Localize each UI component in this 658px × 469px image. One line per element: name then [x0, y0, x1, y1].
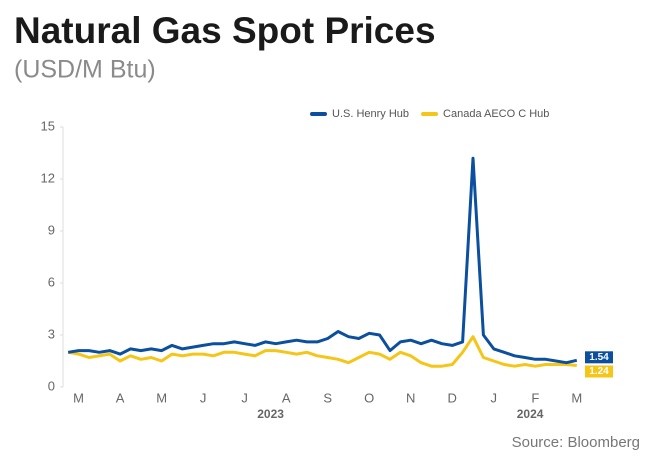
x-tick-label: O: [364, 390, 374, 405]
chart-title: Natural Gas Spot Prices: [14, 10, 436, 51]
x-tick-label: M: [73, 390, 84, 405]
end-value-label: 1.24: [589, 366, 609, 377]
source-note: Source: Bloomberg: [512, 434, 640, 451]
x-tick-label: J: [491, 390, 498, 405]
x-tick-label: A: [116, 390, 125, 405]
x-tick-label: S: [323, 390, 332, 405]
chart-subtitle: (USD/M Btu): [14, 56, 156, 84]
end-label-box: [585, 351, 613, 364]
y-tick-label: 6: [48, 274, 55, 289]
end-label-box: [585, 365, 613, 378]
x-group-label: 2023: [257, 407, 284, 421]
x-tick-label: M: [156, 390, 167, 405]
x-tick-label: F: [531, 390, 539, 405]
legend-label: Canada AECO C Hub: [443, 108, 549, 120]
x-tick-label: A: [282, 390, 291, 405]
x-group-label: 2024: [517, 407, 544, 421]
y-tick-label: 15: [41, 118, 55, 133]
y-tick-label: 9: [48, 222, 55, 237]
x-tick-label: N: [406, 390, 415, 405]
x-tick-label: D: [448, 390, 457, 405]
legend-label: U.S. Henry Hub: [332, 108, 409, 120]
x-tick-label: J: [200, 390, 207, 405]
y-tick-label: 12: [41, 170, 55, 185]
y-tick-label: 3: [48, 326, 55, 341]
x-tick-label: M: [571, 390, 582, 405]
series-line: [67, 335, 577, 368]
series-line: [67, 156, 578, 365]
end-value-label: 1.54: [589, 352, 609, 363]
x-tick-label: J: [241, 390, 248, 405]
y-tick-label: 0: [48, 378, 55, 393]
